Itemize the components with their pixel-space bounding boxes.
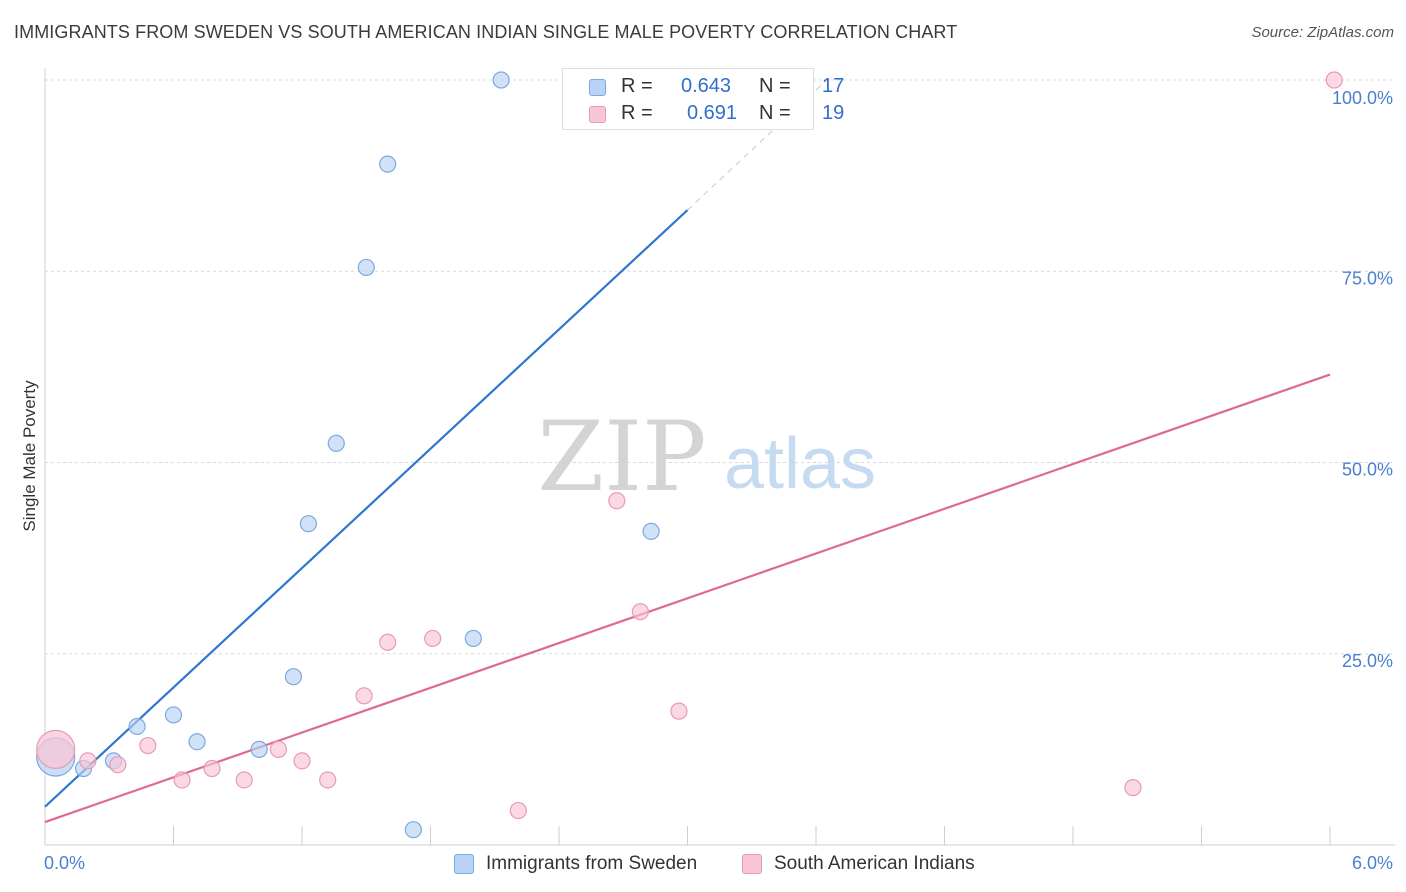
y-tick-label: 50.0% — [1342, 460, 1393, 480]
y-tick-label: 100.0% — [1332, 88, 1393, 108]
label-layer: 25.0% 50.0% 75.0% 100.0% 0.0% 6.0% Single Male… — [20, 88, 1393, 873]
data-point-south-american — [509, 801, 527, 820]
legend-r-value-sweden: 0.643 — [681, 75, 732, 97]
data-point-south-american — [139, 736, 157, 755]
data-point-sweden — [404, 821, 422, 839]
data-point-south-american — [1124, 779, 1142, 797]
y-axis-label: Single Male Poverty — [20, 380, 39, 532]
data-point-south-american — [79, 752, 97, 770]
data-point-sweden — [357, 258, 375, 277]
legend-swatch-south-american — [589, 106, 606, 123]
points-layer — [36, 71, 1343, 839]
trend-line-sweden — [44, 209, 689, 808]
data-point-south-american — [293, 752, 311, 770]
correlation-legend: R = 0.643 N = 17 R = 0.691 N = 19 — [562, 68, 844, 130]
legend-r-label: R = — [621, 75, 653, 97]
watermark: ZIP atlas — [537, 401, 876, 513]
data-point-sweden — [128, 717, 146, 736]
data-point-south-american — [269, 740, 288, 758]
data-point-south-american — [173, 771, 191, 789]
data-point-south-american — [424, 629, 442, 648]
data-point-south-american — [203, 759, 221, 778]
axis-layer — [44, 68, 1395, 846]
data-point-south-american — [319, 771, 337, 789]
bottom-legend-label-sweden: Immigrants from Sweden — [486, 853, 698, 874]
data-point-south-american — [379, 633, 397, 651]
data-point-sweden — [492, 71, 510, 89]
data-point-south-american — [109, 756, 127, 774]
data-point-sweden — [379, 155, 397, 173]
grid-layer — [45, 79, 1395, 655]
bottom-legend-label-south-american: South American Indians — [774, 853, 975, 874]
data-point-sweden — [284, 668, 303, 686]
legend-n-value-sweden: 17 — [822, 75, 845, 97]
bottom-legend-swatch-sweden — [454, 854, 474, 874]
data-point-south-american — [1325, 71, 1343, 89]
legend-n-label: N = — [759, 102, 791, 124]
data-point-sweden — [642, 522, 660, 540]
y-tick-label: 25.0% — [1342, 651, 1393, 671]
data-point-sweden — [327, 434, 345, 452]
data-point-sweden — [464, 629, 482, 648]
legend-n-label: N = — [759, 75, 791, 97]
data-point-south-american — [631, 603, 649, 621]
data-point-sweden — [188, 733, 206, 751]
x-tick-label: 0.0% — [44, 853, 85, 873]
legend-r-label: R = — [621, 102, 653, 124]
source-credit: Source: ZipAtlas.com — [1251, 24, 1394, 41]
x-tick-label: 6.0% — [1352, 853, 1393, 873]
chart-title: IMMIGRANTS FROM SWEDEN VS SOUTH AMERICAN… — [14, 22, 958, 42]
legend-n-value-south-american: 19 — [822, 102, 845, 124]
bottom-legend-swatch-south-american — [742, 854, 762, 874]
data-point-south-american — [608, 492, 626, 510]
data-point-south-american — [36, 729, 76, 769]
data-point-south-american — [235, 771, 253, 789]
data-point-sweden — [299, 515, 318, 533]
data-point-south-american — [670, 702, 688, 720]
legend-r-value-south-american: 0.691 — [687, 102, 738, 124]
legend-swatch-sweden — [589, 79, 606, 96]
data-point-sweden — [250, 740, 268, 758]
data-point-sweden — [164, 706, 183, 724]
y-tick-label: 75.0% — [1342, 268, 1393, 288]
data-point-south-american — [355, 687, 373, 705]
watermark-atlas: atlas — [724, 424, 876, 504]
